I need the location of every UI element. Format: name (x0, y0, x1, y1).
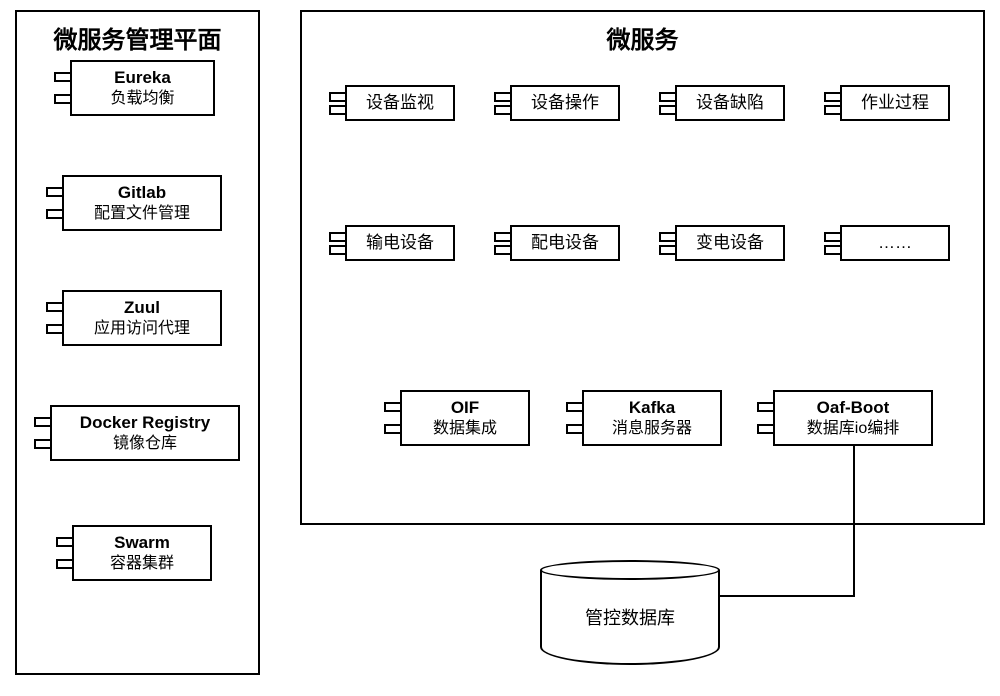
service-component-3: 作业过程 (840, 85, 950, 121)
mgmt-component-1-body: Gitlab配置文件管理 (62, 175, 222, 231)
mgmt-component-3: Docker Registry镜像仓库 (50, 405, 240, 461)
service-component-3-notch-0 (824, 92, 840, 102)
infra-component-1-notch-0 (566, 402, 582, 412)
mgmt-component-1-notch-0 (46, 187, 62, 197)
service-component-5-body: 配电设备 (510, 225, 620, 261)
infra-component-0-body: OIF数据集成 (400, 390, 530, 446)
infra-component-0-notch-0 (384, 402, 400, 412)
service-component-1: 设备操作 (510, 85, 620, 121)
mgmt-component-0-notch-0 (54, 72, 70, 82)
service-component-7-notch-1 (824, 245, 840, 255)
service-component-1-body: 设备操作 (510, 85, 620, 121)
service-component-3-body: 作业过程 (840, 85, 950, 121)
mgmt-component-1-subtitle: 配置文件管理 (74, 204, 210, 225)
connector-horizontal (720, 595, 855, 597)
service-component-4-notch-0 (329, 232, 345, 242)
infra-component-1-subtitle: 消息服务器 (594, 419, 710, 440)
database-label: 管控数据库 (585, 604, 675, 630)
mgmt-component-1-title: Gitlab (74, 182, 210, 204)
mgmt-component-2: Zuul应用访问代理 (62, 290, 222, 346)
service-component-4-body: 输电设备 (345, 225, 455, 261)
mgmt-component-2-notch-1 (46, 324, 62, 334)
mgmt-component-0-subtitle: 负载均衡 (82, 89, 203, 110)
mgmt-component-3-title: Docker Registry (62, 412, 228, 434)
service-component-1-notch-1 (494, 105, 510, 115)
mgmt-component-2-body: Zuul应用访问代理 (62, 290, 222, 346)
service-component-5: 配电设备 (510, 225, 620, 261)
service-component-0-body: 设备监视 (345, 85, 455, 121)
mgmt-component-0-body: Eureka负载均衡 (70, 60, 215, 116)
infra-component-0-title: OIF (412, 397, 518, 419)
mgmt-component-4-subtitle: 容器集群 (84, 554, 200, 575)
infra-component-2-title: Oaf-Boot (785, 397, 921, 419)
infra-component-1-notch-1 (566, 424, 582, 434)
cylinder-top (540, 560, 720, 580)
mgmt-component-4-title: Swarm (84, 532, 200, 554)
service-component-6-notch-0 (659, 232, 675, 242)
infra-component-2-subtitle: 数据库io编排 (785, 419, 921, 440)
service-component-3-label: 作业过程 (852, 92, 938, 114)
service-component-0-notch-1 (329, 105, 345, 115)
service-component-5-notch-0 (494, 232, 510, 242)
mgmt-component-3-notch-0 (34, 417, 50, 427)
mgmt-component-4-notch-0 (56, 537, 72, 547)
right-panel-title: 微服务 (302, 12, 983, 63)
service-component-5-notch-1 (494, 245, 510, 255)
connector-vertical (853, 446, 855, 595)
database-cylinder: 管控数据库 (540, 570, 720, 665)
service-component-7-body: …… (840, 225, 950, 261)
service-component-4: 输电设备 (345, 225, 455, 261)
mgmt-component-3-body: Docker Registry镜像仓库 (50, 405, 240, 461)
mgmt-component-0-notch-1 (54, 94, 70, 104)
service-component-2-label: 设备缺陷 (687, 92, 773, 114)
service-component-6-body: 变电设备 (675, 225, 785, 261)
infra-component-1-body: Kafka消息服务器 (582, 390, 722, 446)
service-component-6-label: 变电设备 (687, 232, 773, 254)
infra-component-2: Oaf-Boot数据库io编排 (773, 390, 933, 446)
service-component-4-label: 输电设备 (357, 232, 443, 254)
mgmt-component-1: Gitlab配置文件管理 (62, 175, 222, 231)
service-component-0-label: 设备监视 (357, 92, 443, 114)
service-component-1-notch-0 (494, 92, 510, 102)
service-component-4-notch-1 (329, 245, 345, 255)
infra-component-1: Kafka消息服务器 (582, 390, 722, 446)
mgmt-component-2-subtitle: 应用访问代理 (74, 319, 210, 340)
infra-component-2-body: Oaf-Boot数据库io编排 (773, 390, 933, 446)
service-component-7: …… (840, 225, 950, 261)
mgmt-component-3-subtitle: 镜像仓库 (62, 434, 228, 455)
mgmt-component-0: Eureka负载均衡 (70, 60, 215, 116)
cylinder-body: 管控数据库 (540, 570, 720, 665)
service-component-2-notch-0 (659, 92, 675, 102)
mgmt-component-2-title: Zuul (74, 297, 210, 319)
service-component-2-body: 设备缺陷 (675, 85, 785, 121)
infra-component-1-title: Kafka (594, 397, 710, 419)
mgmt-component-1-notch-1 (46, 209, 62, 219)
infra-component-2-notch-1 (757, 424, 773, 434)
service-component-5-label: 配电设备 (522, 232, 608, 254)
service-component-6: 变电设备 (675, 225, 785, 261)
mgmt-component-4-body: Swarm容器集群 (72, 525, 212, 581)
service-component-0: 设备监视 (345, 85, 455, 121)
mgmt-component-0-title: Eureka (82, 67, 203, 89)
infra-component-0-notch-1 (384, 424, 400, 434)
infra-component-2-notch-0 (757, 402, 773, 412)
service-component-7-notch-0 (824, 232, 840, 242)
service-component-2: 设备缺陷 (675, 85, 785, 121)
mgmt-component-2-notch-0 (46, 302, 62, 312)
service-component-0-notch-0 (329, 92, 345, 102)
left-panel-title: 微服务管理平面 (17, 12, 258, 63)
mgmt-component-4: Swarm容器集群 (72, 525, 212, 581)
mgmt-component-4-notch-1 (56, 559, 72, 569)
service-component-3-notch-1 (824, 105, 840, 115)
infra-component-0-subtitle: 数据集成 (412, 419, 518, 440)
service-component-1-label: 设备操作 (522, 92, 608, 114)
service-component-2-notch-1 (659, 105, 675, 115)
infra-component-0: OIF数据集成 (400, 390, 530, 446)
service-component-7-label: …… (852, 232, 938, 254)
service-component-6-notch-1 (659, 245, 675, 255)
mgmt-component-3-notch-1 (34, 439, 50, 449)
